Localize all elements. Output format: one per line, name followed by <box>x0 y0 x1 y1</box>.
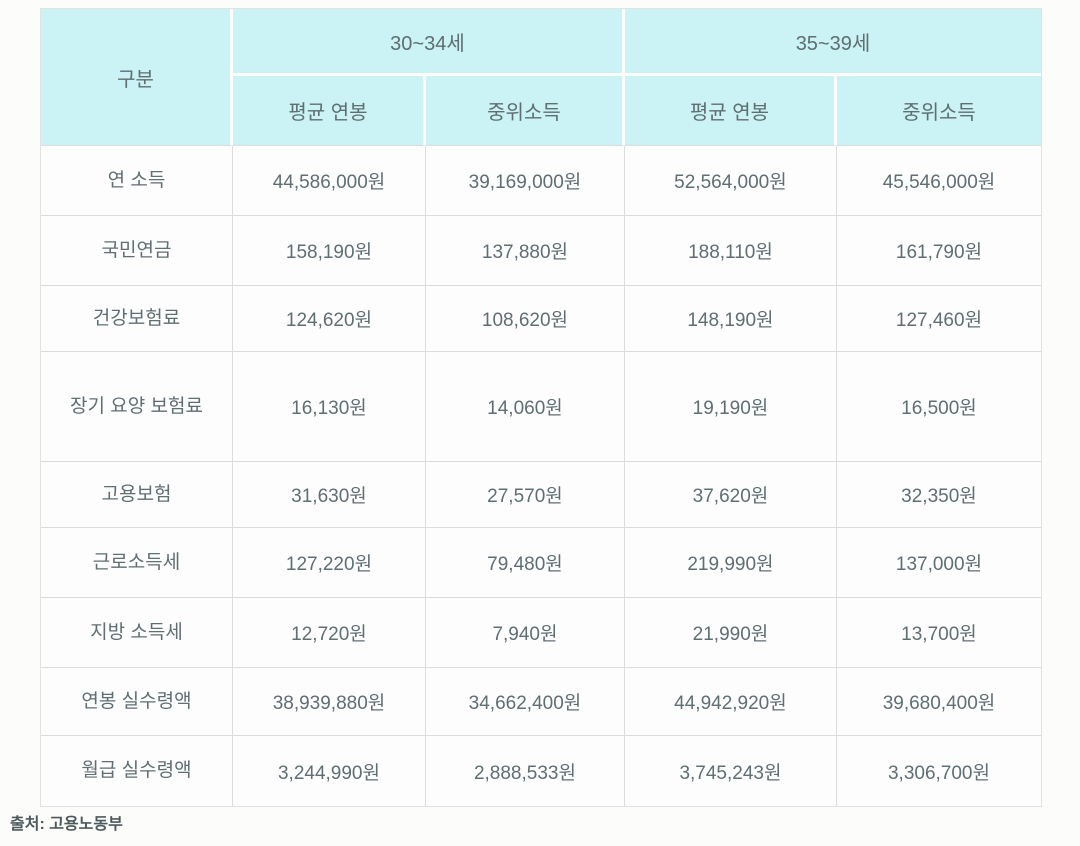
table-cell: 161,790원 <box>836 216 1041 286</box>
table-cell: 158,190원 <box>232 216 426 286</box>
table-row-national-pension: 국민연금 158,190원 137,880원 188,110원 161,790원 <box>41 216 1041 286</box>
table-cell: 39,169,000원 <box>425 146 625 216</box>
row-label: 근로소득세 <box>41 528 233 598</box>
table-cell: 137,000원 <box>836 528 1041 598</box>
table-row-local-income-tax: 지방 소득세 12,720원 7,940원 21,990원 13,700원 <box>41 598 1041 668</box>
table-cell: 2,888,533원 <box>425 736 625 806</box>
source-note: 출처: 고용노동부 <box>10 816 123 833</box>
salary-table-container: 구분 30~34세 35~39세 평균 연봉 중위소득 평균 연봉 중위소득 연… <box>40 8 1042 807</box>
row-label: 연 소득 <box>41 146 233 216</box>
table-cell: 32,350원 <box>836 462 1041 528</box>
subheader-35-39-median: 중위소득 <box>836 76 1041 146</box>
table-cell: 44,586,000원 <box>232 146 426 216</box>
table-cell: 21,990원 <box>624 598 837 668</box>
subheader-30-34-median: 중위소득 <box>425 76 625 146</box>
table-cell: 127,220원 <box>232 528 426 598</box>
salary-table: 구분 30~34세 35~39세 평균 연봉 중위소득 평균 연봉 중위소득 연… <box>40 8 1042 807</box>
row-label: 국민연금 <box>41 216 233 286</box>
table-cell: 52,564,000원 <box>624 146 837 216</box>
corner-header: 구분 <box>41 9 233 146</box>
row-label: 지방 소득세 <box>41 598 233 668</box>
table-cell: 137,880원 <box>425 216 625 286</box>
col-group-30-34: 30~34세 <box>232 9 625 76</box>
col-group-35-39: 35~39세 <box>624 9 1041 76</box>
table-cell: 3,745,243원 <box>624 736 837 806</box>
table-cell: 14,060원 <box>425 352 625 462</box>
table-cell: 45,546,000원 <box>836 146 1041 216</box>
subheader-30-34-avg: 평균 연봉 <box>232 76 426 146</box>
table-row-longterm-care-insurance: 장기 요양 보험료 16,130원 14,060원 19,190원 16,500… <box>41 352 1041 462</box>
table-cell: 7,940원 <box>425 598 625 668</box>
table-row-monthly-net-pay: 월급 실수령액 3,244,990원 2,888,533원 3,745,243원… <box>41 736 1041 806</box>
row-label: 장기 요양 보험료 <box>41 352 233 462</box>
table-row-annual-net-pay: 연봉 실수령액 38,939,880원 34,662,400원 44,942,9… <box>41 668 1041 736</box>
table-cell: 44,942,920원 <box>624 668 837 736</box>
table-cell: 108,620원 <box>425 286 625 352</box>
table-cell: 16,500원 <box>836 352 1041 462</box>
table-cell: 12,720원 <box>232 598 426 668</box>
table-cell: 19,190원 <box>624 352 837 462</box>
table-cell: 148,190원 <box>624 286 837 352</box>
table-cell: 39,680,400원 <box>836 668 1041 736</box>
table-cell: 13,700원 <box>836 598 1041 668</box>
table-row-income-tax: 근로소득세 127,220원 79,480원 219,990원 137,000원 <box>41 528 1041 598</box>
row-label: 연봉 실수령액 <box>41 668 233 736</box>
table-cell: 219,990원 <box>624 528 837 598</box>
table-cell: 127,460원 <box>836 286 1041 352</box>
table-row-employment-insurance: 고용보험 31,630원 27,570원 37,620원 32,350원 <box>41 462 1041 528</box>
table-cell: 31,630원 <box>232 462 426 528</box>
table-cell: 188,110원 <box>624 216 837 286</box>
row-label: 월급 실수령액 <box>41 736 233 806</box>
row-label: 건강보험료 <box>41 286 233 352</box>
table-cell: 27,570원 <box>425 462 625 528</box>
table-row-health-insurance: 건강보험료 124,620원 108,620원 148,190원 127,460… <box>41 286 1041 352</box>
table-cell: 38,939,880원 <box>232 668 426 736</box>
subheader-35-39-avg: 평균 연봉 <box>624 76 837 146</box>
table-cell: 3,306,700원 <box>836 736 1041 806</box>
table-row-annual-income: 연 소득 44,586,000원 39,169,000원 52,564,000원… <box>41 146 1041 216</box>
table-cell: 34,662,400원 <box>425 668 625 736</box>
table-cell: 79,480원 <box>425 528 625 598</box>
table-cell: 3,244,990원 <box>232 736 426 806</box>
table-cell: 124,620원 <box>232 286 426 352</box>
table-cell: 37,620원 <box>624 462 837 528</box>
row-label: 고용보험 <box>41 462 233 528</box>
table-cell: 16,130원 <box>232 352 426 462</box>
